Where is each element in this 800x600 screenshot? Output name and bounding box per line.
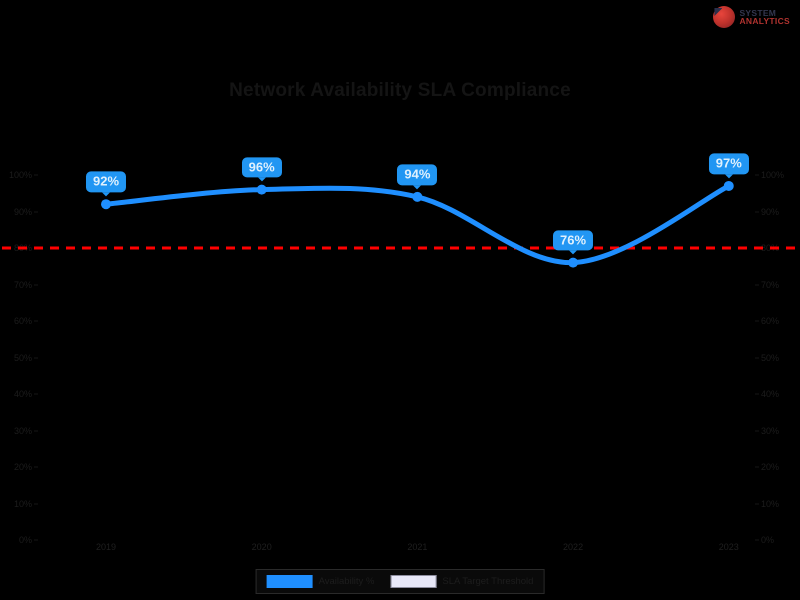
- logo-line-2: ANALYTICS: [739, 16, 790, 26]
- axis-tick-mark: [34, 539, 38, 541]
- axis-tick-label: 100%: [761, 170, 785, 180]
- axis-tick-label: 10%: [761, 498, 780, 509]
- data-point-label: 76%: [553, 229, 594, 255]
- legend-swatch-line-icon: [266, 575, 313, 588]
- chart-legend: Availability % SLA Target Threshold: [255, 569, 545, 594]
- data-point-marker[interactable]: [101, 199, 111, 210]
- data-point-label: 96%: [241, 156, 282, 182]
- data-point-marker[interactable]: [256, 184, 267, 195]
- axis-tick-mark: [755, 430, 759, 431]
- axis-tick-mark: [755, 357, 759, 358]
- axis-tick-label: 10%: [13, 498, 32, 509]
- axis-tick-label: 50%: [761, 352, 780, 363]
- series-markers: [101, 180, 734, 268]
- axis-tick-label: 0%: [761, 535, 775, 545]
- axis-tick-mark: [755, 320, 759, 322]
- data-point-label: 94%: [397, 164, 438, 189]
- chart-title: Network Availability SLA Compliance: [229, 80, 571, 101]
- axis-tick-mark: [34, 503, 38, 504]
- x-axis-tick-label: 2020: [251, 542, 272, 552]
- axis-tick-mark: [755, 466, 759, 468]
- axis-tick-label: 20%: [13, 462, 32, 472]
- logo-text: SYSTEM ANALYTICS: [739, 7, 790, 26]
- axis-tick-label: 50%: [13, 352, 32, 363]
- legend-item-threshold[interactable]: SLA Target Threshold: [390, 575, 533, 588]
- x-axis-tick-label: 2023: [718, 542, 739, 552]
- axis-tick-mark: [755, 503, 759, 504]
- axis-tick-mark: [34, 466, 38, 468]
- axis-tick-mark: [34, 174, 38, 176]
- plot-svg: [2, 180, 795, 268]
- axis-tick-label: 100%: [8, 170, 32, 180]
- axis-tick-mark: [34, 320, 38, 322]
- axis-tick-label: 90%: [761, 206, 780, 217]
- axis-tick-label: 40%: [13, 389, 32, 399]
- axis-tick-label: 40%: [761, 389, 780, 399]
- axis-tick-label: 60%: [761, 316, 780, 326]
- y-axis-right: 100% 90% 80% 70% 60% 50% 40% 30% 20% 10% 0%: [755, 170, 800, 545]
- data-point-marker[interactable]: [723, 180, 734, 191]
- legend-label-threshold: SLA Target Threshold: [442, 576, 534, 587]
- axis-tick-mark: [34, 211, 38, 212]
- x-axis-tick-label: 2019: [95, 542, 117, 552]
- axis-tick-mark: [755, 174, 759, 176]
- axis-tick-label: 30%: [13, 425, 32, 436]
- plot-area: [2, 175, 795, 540]
- legend-label-series: Availability %: [318, 576, 375, 587]
- axis-tick-mark: [34, 393, 38, 395]
- brand-logo: SYSTEM ANALYTICS: [709, 4, 794, 30]
- data-point-label: 92%: [85, 171, 127, 196]
- axis-tick-label: 70%: [761, 279, 780, 290]
- axis-tick-label: 20%: [761, 462, 780, 472]
- axis-tick-label: 70%: [13, 279, 32, 290]
- axis-tick-mark: [34, 357, 38, 358]
- x-axis-tick-label: 2022: [563, 542, 584, 552]
- axis-tick-mark: [755, 211, 759, 212]
- y-axis-left: 100% 90% 80% 70% 60% 50% 40% 30% 20% 10% 0%: [0, 170, 40, 545]
- data-point-marker[interactable]: [568, 257, 579, 268]
- logo-mark-icon: [713, 6, 736, 28]
- axis-tick-mark: [34, 430, 38, 431]
- legend-swatch-box-icon: [390, 575, 437, 588]
- axis-tick-mark: [755, 539, 759, 541]
- axis-tick-label: 0%: [18, 535, 32, 545]
- axis-tick-mark: [755, 284, 759, 285]
- x-axis-tick-label: 2021: [407, 542, 428, 552]
- axis-tick-mark: [34, 284, 38, 285]
- logo-line-1: SYSTEM: [739, 7, 777, 18]
- axis-tick-mark: [755, 393, 759, 395]
- x-axis-labels: 2019 2020 2021 2022 2023: [40, 542, 755, 560]
- axis-tick-label: 60%: [13, 316, 32, 326]
- data-point-label: 97%: [708, 153, 749, 178]
- legend-item-series[interactable]: Availability %: [266, 575, 375, 588]
- data-point-marker[interactable]: [412, 191, 423, 202]
- axis-tick-label: 30%: [761, 425, 780, 436]
- axis-tick-label: 90%: [13, 206, 32, 217]
